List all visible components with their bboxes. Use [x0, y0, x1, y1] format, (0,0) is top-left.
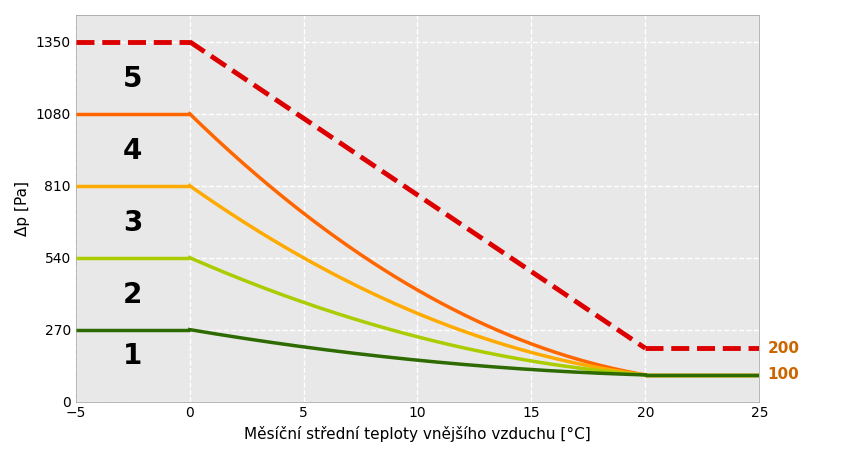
Text: 3: 3 — [123, 209, 142, 237]
Text: 1: 1 — [123, 342, 142, 370]
Text: 100: 100 — [767, 367, 798, 383]
X-axis label: Měsíční střední teploty vnějšího vzduchu [°C]: Měsíční střední teploty vnějšího vzduchu… — [244, 426, 590, 442]
Text: 2: 2 — [123, 281, 142, 309]
Y-axis label: Δp [Pa]: Δp [Pa] — [15, 181, 30, 236]
Text: 200: 200 — [767, 341, 798, 356]
Text: 4: 4 — [123, 137, 142, 165]
Text: 5: 5 — [123, 65, 142, 93]
